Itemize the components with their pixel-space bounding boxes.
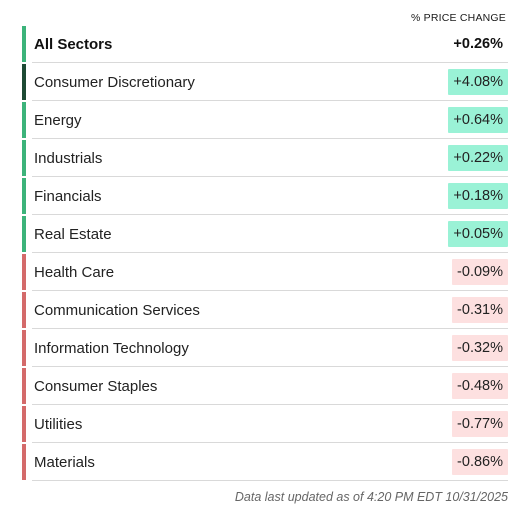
sector-row[interactable]: Real Estate +0.05% (22, 215, 508, 253)
sector-change-value: +0.18% (448, 183, 508, 209)
last-updated-note: Data last updated as of 4:20 PM EDT 10/3… (234, 490, 508, 504)
sector-name: Financials (34, 187, 102, 205)
all-sectors-indicator-bar (22, 26, 26, 62)
sector-indicator-bar (22, 406, 26, 442)
sector-indicator-bar (22, 368, 26, 404)
sector-row[interactable]: Health Care -0.09% (22, 253, 508, 291)
sector-change-value: -0.32% (452, 335, 508, 361)
sector-performance-table: All Sectors +0.26% Consumer Discretionar… (22, 25, 508, 481)
sector-row[interactable]: Industrials +0.22% (22, 139, 508, 177)
sector-row[interactable]: Communication Services -0.31% (22, 291, 508, 329)
sector-change-value: +0.05% (448, 221, 508, 247)
sector-indicator-bar (22, 178, 26, 214)
sector-row[interactable]: Consumer Discretionary +4.08% (22, 63, 508, 101)
sector-indicator-bar (22, 292, 26, 328)
sector-change-value: -0.31% (452, 297, 508, 323)
sector-name: Consumer Discretionary (34, 73, 195, 91)
sector-name: Materials (34, 453, 95, 471)
sector-change-value: +0.64% (448, 107, 508, 133)
all-sectors-row[interactable]: All Sectors +0.26% (22, 25, 508, 63)
sector-indicator-bar (22, 64, 26, 100)
sector-change-value: -0.09% (452, 259, 508, 285)
sector-indicator-bar (22, 216, 26, 252)
sector-indicator-bar (22, 140, 26, 176)
sector-indicator-bar (22, 102, 26, 138)
sector-name: Utilities (34, 415, 83, 433)
sector-row[interactable]: Utilities -0.77% (22, 405, 508, 443)
sector-row[interactable]: Financials +0.18% (22, 177, 508, 215)
price-change-column-header: % PRICE CHANGE (411, 12, 506, 24)
sector-indicator-bar (22, 330, 26, 366)
sector-name: Real Estate (34, 225, 112, 243)
sector-name: Health Care (34, 263, 115, 281)
sector-indicator-bar (22, 444, 26, 480)
all-sectors-value: +0.26% (453, 36, 503, 52)
sector-change-value: +4.08% (448, 69, 508, 95)
sector-name: Information Technology (34, 339, 189, 357)
sector-name: Communication Services (34, 301, 200, 319)
all-sectors-label: All Sectors (34, 35, 113, 53)
sector-indicator-bar (22, 254, 26, 290)
sector-name: Industrials (34, 149, 103, 167)
sector-change-value: -0.48% (452, 373, 508, 399)
sector-row[interactable]: Information Technology -0.32% (22, 329, 508, 367)
sector-row[interactable]: Consumer Staples -0.48% (22, 367, 508, 405)
sector-change-value: +0.22% (448, 145, 508, 171)
sector-change-value: -0.77% (452, 411, 508, 437)
sector-row[interactable]: Energy +0.64% (22, 101, 508, 139)
sector-name: Energy (34, 111, 82, 129)
sector-change-value: -0.86% (452, 449, 508, 475)
sector-name: Consumer Staples (34, 377, 158, 395)
sector-row[interactable]: Materials -0.86% (22, 443, 508, 481)
